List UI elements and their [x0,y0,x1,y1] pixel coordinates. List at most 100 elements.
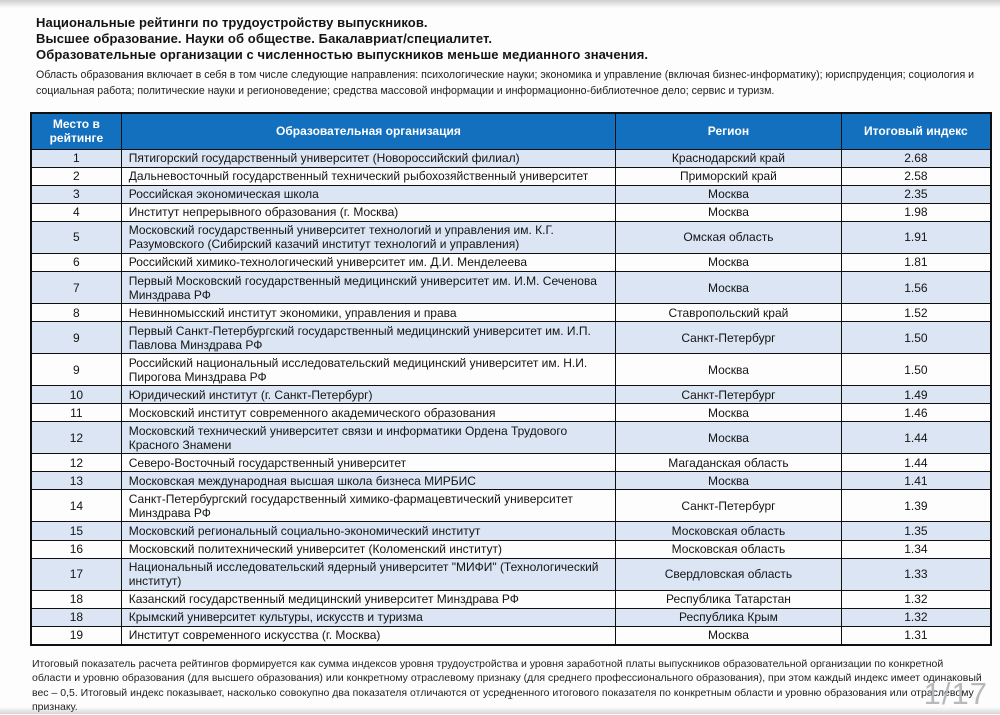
cell-organization: Северо-Восточный государственный универс… [120,453,617,473]
table-row: 1 Пятигорский государственный университет… [30,148,992,168]
cell-region: Санкт-Петербург [615,489,842,523]
page-indicator: 1/17 [923,676,988,711]
cell-rank: 11 [30,403,122,423]
cell-region: Москва [615,202,842,222]
rankings-table-body: 1 Пятигорский государственный университет… [30,148,992,646]
cell-region: Санкт-Петербург [615,321,842,355]
table-row: 16 Московский политехнический университет… [30,539,992,559]
cell-rank: 14 [30,489,122,523]
table-row: 9 Российский национальный исследовательск… [30,353,992,387]
cell-organization: Крымский университет культуры, искусств … [120,607,617,627]
table-row: 8 Невинномысский институт экономики, упра… [30,303,992,323]
table-row: 13 Московская международная высшая школа … [30,471,992,491]
cell-region: Московская область [615,521,842,541]
cell-index: 1.49 [840,385,992,405]
cell-organization: Московский институт современного академи… [120,403,617,423]
col-header-organization: Образовательная организация [120,112,617,150]
cell-index: 1.81 [840,252,992,273]
cell-index: 1.33 [840,557,992,591]
cell-index: 1.44 [840,453,992,473]
title-line-2: Высшее образование. Науки об обществе. Б… [36,31,493,46]
cell-index: 2.58 [840,166,992,186]
table-row: 12 Северо-Восточный государственный униве… [30,453,992,473]
cell-region: Москва [615,184,842,204]
col-header-rank: Место в рейтинге [30,112,122,150]
cell-region: Республика Татарстан [615,589,842,609]
cell-region: Республика Крым [615,607,842,627]
cell-index: 1.56 [840,270,992,305]
cell-organization: Московский региональный социально-эконом… [120,521,617,541]
cell-organization: Московский государственный университет т… [120,220,617,254]
cell-organization: Дальневосточный государственный техничес… [120,166,617,186]
cell-rank: 7 [30,270,122,305]
col-header-region: Регион [615,112,842,150]
cell-index: 1.44 [840,421,992,455]
table-row: 11 Московский институт современного акаде… [30,403,992,423]
cell-organization: Российская экономическая школа [120,184,617,204]
cell-index: 1.50 [840,321,992,355]
cell-region: Приморский край [615,166,842,186]
cell-index: 2.68 [840,148,992,168]
cell-organization: Российский национальный исследовательски… [120,353,617,387]
cell-rank: 10 [30,385,122,405]
table-row: 9 Первый Санкт-Петербургский государствен… [30,321,992,355]
table-row: 4 Институт непрерывного образования (г. М… [30,202,992,222]
cell-index: 1.50 [840,353,992,387]
cell-region: Ставропольский край [615,303,842,323]
cell-index: 1.39 [840,489,992,523]
cell-organization: Институт современного искусства (г. Моск… [120,625,617,646]
cell-index: 1.41 [840,471,992,491]
cell-rank: 3 [30,184,122,204]
cell-rank: 17 [30,557,122,591]
title-line-3: Образовательные организации с численност… [36,47,649,62]
cell-rank: 1 [30,148,122,168]
cell-region: Москва [615,353,842,387]
cell-rank: 18 [30,607,122,627]
cell-organization: Санкт-Петербургский государственный хими… [120,489,617,523]
cell-organization: Национальный исследовательский ядерный у… [120,557,617,591]
cell-rank: 12 [30,421,122,455]
cell-index: 1.98 [840,202,992,222]
cell-rank: 5 [30,220,122,254]
page-number: 1 [507,691,513,702]
table-row: 6 Российский химико-технологический униве… [30,252,992,273]
cell-index: 1.52 [840,303,992,323]
cell-region: Санкт-Петербург [615,385,842,405]
table-row: 17 Национальный исследовательский ядерный… [30,557,992,591]
table-row: 3 Российская экономическая школа Москва 2.3… [30,184,992,204]
cell-rank: 6 [30,252,122,273]
document-title-block: Национальные рейтинги по трудоустройству… [36,15,970,63]
cell-organization: Казанский государственный медицинский ун… [120,589,617,609]
cell-region: Краснодарский край [615,148,842,168]
cell-index: 1.32 [840,607,992,627]
cell-index: 2.35 [840,184,992,204]
cell-region: Омская область [615,220,842,254]
table-row: 18 Казанский государственный медицинский … [30,589,992,609]
cell-index: 1.46 [840,403,992,423]
table-row: 15 Московский региональный социально-экон… [30,521,992,541]
cell-index: 1.32 [840,589,992,609]
cell-region: Москва [615,403,842,423]
table-row: 7 Первый Московский государственный медиц… [30,270,992,305]
cell-organization: Пятигорский государственный университет … [120,148,617,168]
cell-rank: 4 [30,202,122,222]
cell-region: Москва [615,421,842,455]
table-row: 14 Санкт-Петербургский государственный хи… [30,489,992,523]
cell-rank: 19 [30,625,122,646]
cell-organization: Первый Санкт-Петербургский государственн… [120,321,617,355]
col-header-index: Итоговый индекс [840,112,992,150]
cell-rank: 13 [30,471,122,491]
table-row: 2 Дальневосточный государственный техниче… [30,166,992,186]
field-of-study-description: Область образования включает в себя в то… [36,69,975,97]
cell-rank: 8 [30,303,122,323]
table-row: 5 Московский государственный университет … [30,220,992,254]
cell-index: 1.31 [840,625,992,646]
table-row: 12 Московский технический университет свя… [30,421,992,455]
cell-rank: 9 [30,353,122,387]
cell-rank: 2 [30,166,122,186]
table-row: 18 Крымский университет культуры, искусст… [30,607,992,627]
cell-region: Москва [615,471,842,491]
cell-organization: Юридический институт (г. Санкт-Петербург… [120,385,617,405]
cell-rank: 18 [30,589,122,609]
